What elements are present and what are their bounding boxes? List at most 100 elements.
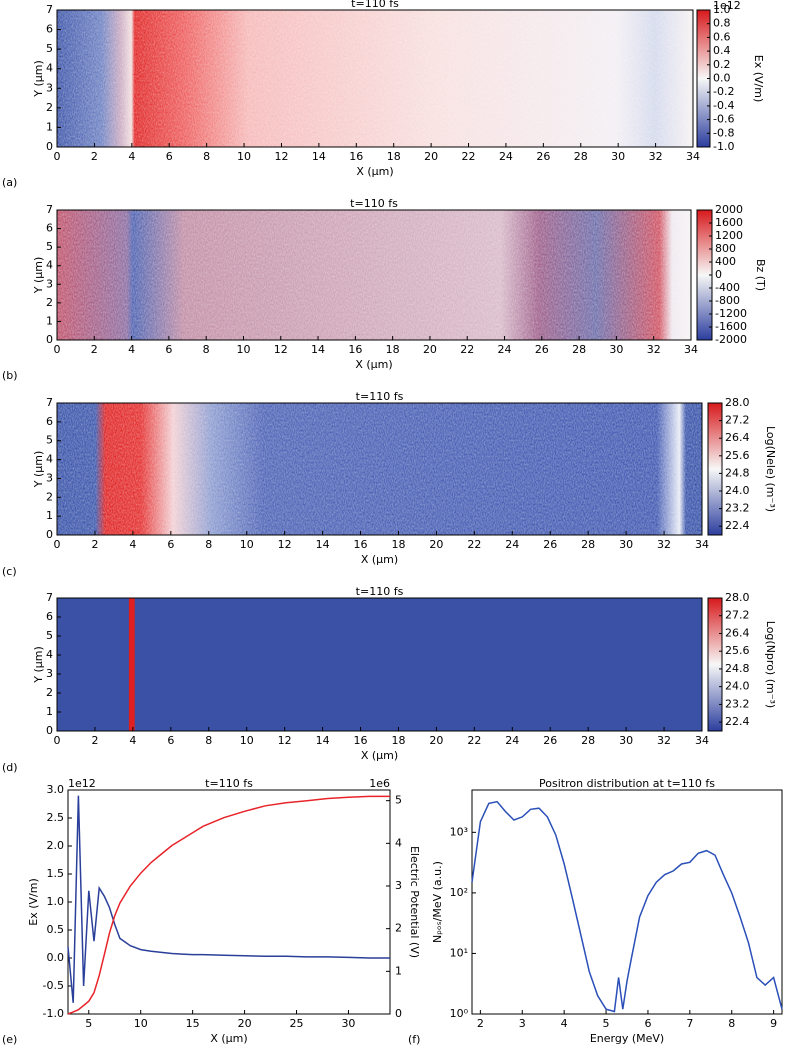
panel-label: (d) xyxy=(2,761,18,774)
y-tick-label: 6 xyxy=(46,23,53,36)
colorbar-tick-label: 0 xyxy=(715,268,722,281)
x-tick-label: 8 xyxy=(728,1017,735,1030)
panel-label: (a) xyxy=(2,176,17,189)
x-tick-label: 2 xyxy=(91,734,98,747)
colorbar-tick-label: 400 xyxy=(715,255,736,268)
x-tick-label: 28 xyxy=(572,343,586,356)
x-tick-label: 5 xyxy=(85,1017,92,1030)
x-tick-label: 28 xyxy=(574,150,588,163)
colorbar-tick-label: 28.0 xyxy=(725,396,750,409)
x-axis-label: X (μm) xyxy=(210,1032,247,1045)
colorbar-label: Log(Npro) (m⁻³) xyxy=(764,621,777,708)
chart-title: t=110 fs xyxy=(350,197,398,210)
x-tick-label: 14 xyxy=(316,734,330,747)
colorbar-tick-label: 2000 xyxy=(715,203,743,216)
y-tick-label: 7 xyxy=(46,203,53,216)
x-tick-label: 10 xyxy=(134,1017,148,1030)
x-tick-label: 12 xyxy=(274,150,288,163)
x-tick-label: 4 xyxy=(561,1017,568,1030)
x-tick-label: 30 xyxy=(609,343,623,356)
colorbar-tick-label: 24.8 xyxy=(725,466,750,479)
y-axis-label: Y (μm) xyxy=(32,451,45,489)
colorbar-tick-label: 0.4 xyxy=(713,44,731,57)
colorbar-tick-label: 1600 xyxy=(715,216,743,229)
colorbar-tick-label: 22.4 xyxy=(725,715,750,728)
y2-tick-label: 5 xyxy=(395,794,402,807)
y-tick-label: 2.0 xyxy=(47,839,65,852)
data-line xyxy=(471,800,783,1013)
y2-tick-label: 0 xyxy=(395,1007,402,1020)
colorbar-tick-label: 23.2 xyxy=(725,697,750,710)
heatmap-texture xyxy=(57,210,691,340)
y-tick-label: 7 xyxy=(46,3,53,16)
y-tick-label: 2.5 xyxy=(47,811,65,824)
x-tick-label: 25 xyxy=(290,1017,304,1030)
y-tick-label: 1 xyxy=(46,509,53,522)
x-tick-label: 10 xyxy=(240,734,254,747)
y-tick-label: 5 xyxy=(46,434,53,447)
y-axis-label: Nₚₒₛ/MeV (a.u.) xyxy=(431,861,444,943)
y-tick-label: 3 xyxy=(46,277,53,290)
y2-tick-label: 1 xyxy=(395,964,402,977)
y-tick-label: 2 xyxy=(46,101,53,114)
y-tick-label: 3 xyxy=(46,471,53,484)
colorbar-tick-label: -400 xyxy=(715,281,740,294)
x-tick-label: 26 xyxy=(543,734,557,747)
y-tick-label: 0.0 xyxy=(47,951,65,964)
x-tick-label: 0 xyxy=(54,734,61,747)
colorbar-tick-label: 1200 xyxy=(715,229,743,242)
x-tick-label: 32 xyxy=(649,150,663,163)
plot-frame xyxy=(471,789,783,1015)
colorbar-tick-label: -1.0 xyxy=(713,140,734,153)
colorbar-tick-label: -0.2 xyxy=(713,85,734,98)
data-line xyxy=(67,795,390,1015)
x-tick-label: 10 xyxy=(236,343,250,356)
x-tick-label: 14 xyxy=(312,150,326,163)
y-tick-label: -0.5 xyxy=(43,979,64,992)
colorbar-tick-label: -800 xyxy=(715,294,740,307)
colorbar-tick-label: 0.2 xyxy=(713,58,731,71)
colorbar-tick-label: 28.0 xyxy=(725,591,750,604)
chart-title: t=110 fs xyxy=(356,390,404,403)
plot-frame xyxy=(56,9,694,148)
y2-tick-label: 3 xyxy=(395,879,402,892)
x-tick-label: 20 xyxy=(423,343,437,356)
x-tick-label: 6 xyxy=(644,1017,651,1030)
y-tick-label: 5 xyxy=(46,42,53,55)
y2-tick-label: 4 xyxy=(395,836,402,849)
chart-title: t=110 fs xyxy=(356,585,404,598)
colorbar-offset-text: 1e12 xyxy=(713,0,741,12)
y-axis-label: Y (μm) xyxy=(32,60,45,98)
panel-label: (c) xyxy=(2,565,17,578)
y-tick-label: 2 xyxy=(46,296,53,309)
x-tick-label: 8 xyxy=(205,538,212,551)
x-tick-label: 16 xyxy=(354,538,368,551)
colorbar-tick-label: -1600 xyxy=(715,320,747,333)
y-tick-label: 4 xyxy=(46,62,53,75)
colorbar-label: Log(Nele) (m⁻³) xyxy=(764,426,777,512)
x-tick-label: 12 xyxy=(278,538,292,551)
plot-frame xyxy=(56,402,703,536)
x-tick-label: 32 xyxy=(657,734,671,747)
x-tick-label: 24 xyxy=(499,150,513,163)
y-tick-label: 0 xyxy=(46,528,53,541)
x-tick-label: 18 xyxy=(391,734,405,747)
heatmap-image xyxy=(57,598,702,731)
colorbar-label: Bz (T) xyxy=(754,259,767,291)
data-line xyxy=(67,795,390,1003)
x-tick-label: 24 xyxy=(505,538,519,551)
colorbar-tick-label: 25.6 xyxy=(725,644,750,657)
colorbar-tick-label: 800 xyxy=(715,242,736,255)
colorbar-tick-label: -0.4 xyxy=(713,99,734,112)
x-tick-label: 18 xyxy=(391,538,405,551)
y-tick-label: 1 xyxy=(46,314,53,327)
y2-offset-text: 1e6 xyxy=(369,777,390,790)
y-tick-label: 2 xyxy=(46,686,53,699)
x-tick-label: 0 xyxy=(54,538,61,551)
x-tick-label: 14 xyxy=(311,343,325,356)
colorbar xyxy=(707,402,723,536)
heatmap-texture xyxy=(57,10,693,147)
x-tick-label: 0 xyxy=(54,150,61,163)
y-tick-label: 7 xyxy=(46,396,53,409)
y-axis-label: Ex (V/m) xyxy=(27,878,40,926)
